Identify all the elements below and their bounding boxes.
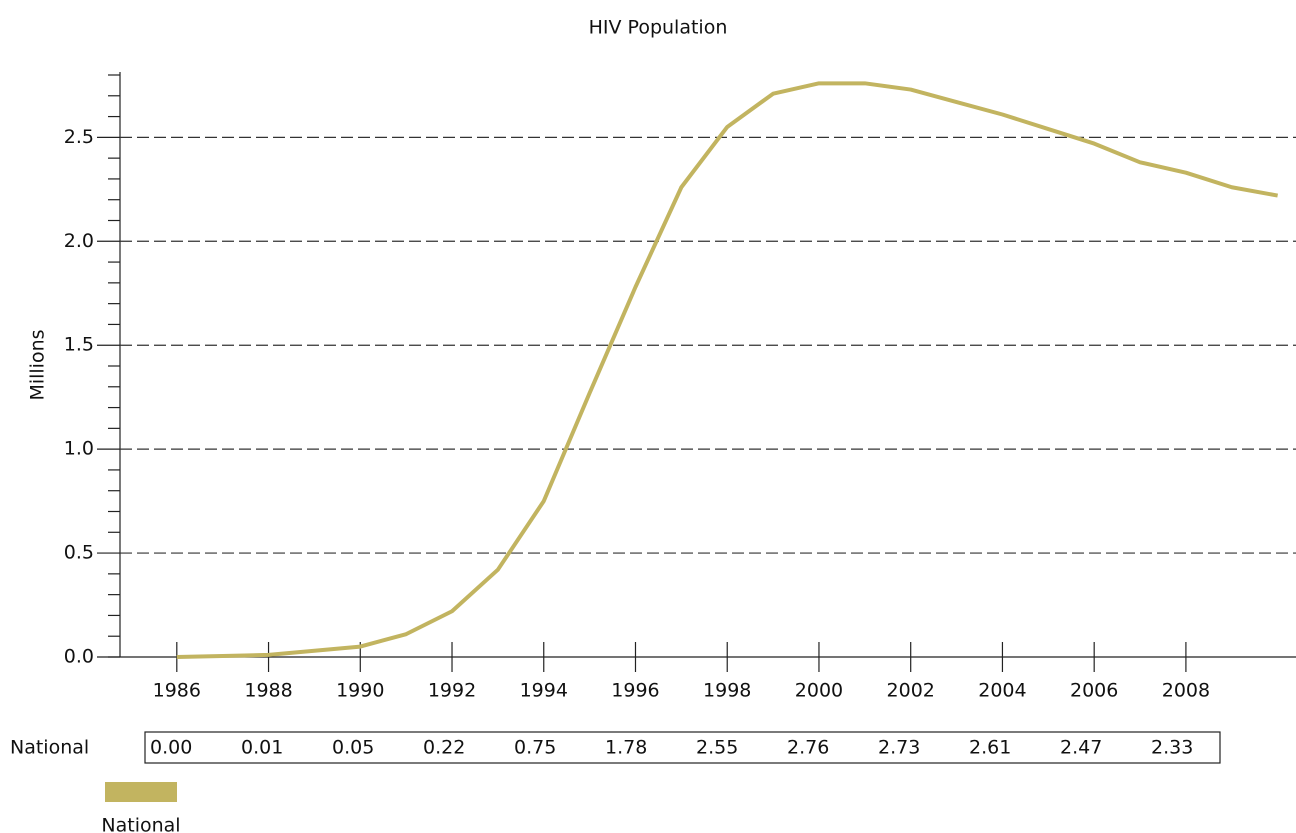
table-cell: 0.22	[423, 737, 465, 759]
table-cell: 2.73	[878, 737, 920, 759]
x-tick-label: 1996	[611, 680, 659, 702]
table-cell: 2.33	[1151, 737, 1193, 759]
table-cell: 0.75	[514, 737, 556, 759]
x-tick-label: 2000	[795, 680, 843, 702]
y-tick-label: 2.0	[64, 230, 94, 252]
y-tick-label: 1.5	[64, 334, 94, 356]
table-cell: 2.61	[969, 737, 1011, 759]
x-tick-label: 2004	[978, 680, 1026, 702]
table-row-label: National	[10, 737, 89, 759]
legend-swatch	[105, 782, 177, 802]
x-tick-label: 1990	[336, 680, 384, 702]
x-tick-label: 1992	[428, 680, 476, 702]
x-tick-label: 1994	[520, 680, 568, 702]
y-tick-label: 0.0	[64, 646, 94, 668]
table-cell: 0.01	[241, 737, 283, 759]
y-axis-label: Millions	[27, 329, 49, 400]
x-tick-label: 2002	[887, 680, 935, 702]
x-tick-label: 1998	[703, 680, 751, 702]
table-cell: 2.47	[1060, 737, 1102, 759]
y-tick-label: 2.5	[64, 126, 94, 148]
table-cell: 0.05	[332, 737, 374, 759]
table-cell: 0.00	[150, 737, 192, 759]
x-tick-label: 2008	[1162, 680, 1210, 702]
legend-label: National	[101, 815, 180, 833]
y-tick-label: 0.5	[64, 542, 94, 564]
x-tick-label: 1988	[244, 680, 292, 702]
table-cell: 1.78	[605, 737, 647, 759]
table-cell: 2.76	[787, 737, 829, 759]
table-box	[144, 731, 1221, 764]
x-tick-label: 2006	[1070, 680, 1118, 702]
line	[176, 81, 1279, 659]
chart-title: HIV Population	[589, 17, 728, 39]
table-cell: 2.55	[696, 737, 738, 759]
x-tick-label: 1986	[153, 680, 201, 702]
y-tick-label: 1.0	[64, 438, 94, 460]
